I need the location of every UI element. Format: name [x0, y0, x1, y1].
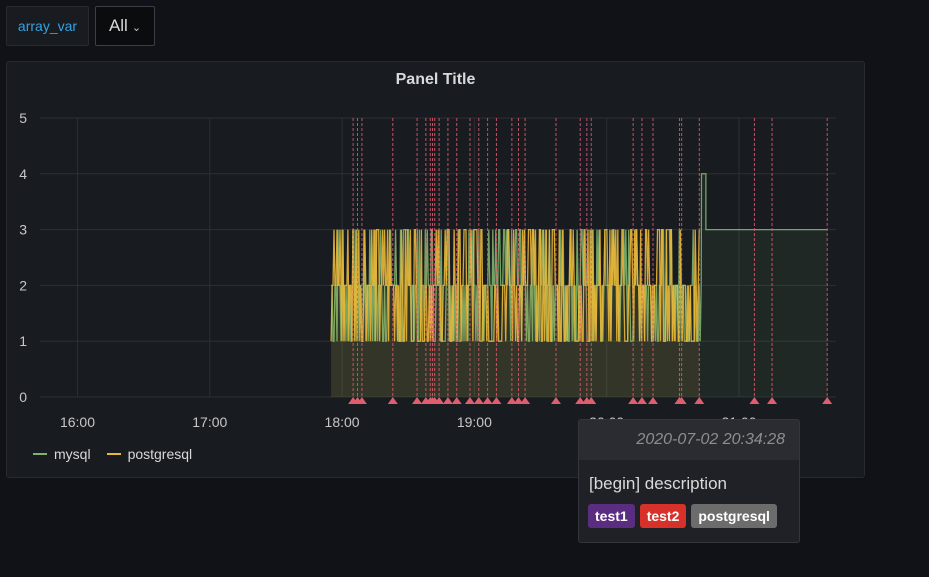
annotation-marker-icon[interactable]: [628, 397, 639, 404]
y-tick-label: 0: [19, 389, 27, 405]
x-tick-label: 19:00: [457, 414, 492, 430]
annotation-marker-icon[interactable]: [676, 397, 687, 404]
tooltip-tags: test1 test2 postgresql: [579, 494, 799, 528]
annotation-marker-icon[interactable]: [822, 397, 833, 404]
annotation-marker-icon[interactable]: [694, 397, 705, 404]
legend-label: postgresql: [127, 446, 193, 462]
variable-select-value: All: [108, 16, 128, 35]
y-tick-label: 4: [19, 166, 27, 182]
chevron-down-icon: ⌄: [131, 21, 142, 34]
annotation-marker-icon[interactable]: [749, 397, 760, 404]
y-tick-label: 3: [19, 222, 27, 238]
variable-select[interactable]: All ⌄: [95, 6, 155, 46]
tag-test2[interactable]: test2: [639, 504, 687, 528]
tooltip-description: [begin] description: [589, 474, 727, 493]
annotation-marker-icon[interactable]: [520, 397, 531, 404]
annotation-marker-icon[interactable]: [434, 397, 445, 404]
legend-item-postgresql[interactable]: postgresql: [106, 446, 193, 462]
legend-swatch: [106, 453, 121, 455]
legend-label: mysql: [54, 446, 91, 462]
series-area-mysql: [331, 173, 828, 397]
annotation-tooltip: 2020-07-02 20:34:28 [begin] description …: [578, 419, 800, 543]
annotation-marker-icon[interactable]: [575, 397, 586, 404]
y-tick-label: 1: [19, 333, 27, 349]
annotation-marker-icon[interactable]: [464, 397, 475, 404]
graph-panel: Panel Title 0 1 2 3 4 5 16:00 17:00 18:00 19:00 20…: [6, 61, 865, 478]
annotation-marker-icon[interactable]: [451, 397, 462, 404]
annotation-marker-icon[interactable]: [387, 397, 398, 404]
annotation-marker-icon[interactable]: [482, 397, 493, 404]
tag-test1[interactable]: test1: [588, 504, 635, 528]
annotation-marker-icon[interactable]: [550, 397, 561, 404]
y-tick-label: 2: [19, 277, 27, 293]
annotation-marker-icon[interactable]: [412, 397, 423, 404]
panel-title[interactable]: Panel Title: [395, 71, 476, 88]
variable-label: array_var: [6, 6, 89, 46]
legend-item-mysql[interactable]: mysql: [33, 446, 91, 462]
x-tick-label: 17:00: [192, 414, 227, 430]
tag-postgresql[interactable]: postgresql: [691, 504, 777, 528]
annotation-marker-icon[interactable]: [473, 397, 484, 404]
x-tick-label: 16:00: [60, 414, 95, 430]
legend-swatch: [33, 453, 47, 455]
annotation-marker-icon[interactable]: [506, 397, 517, 404]
annotation-marker-icon[interactable]: [636, 397, 647, 404]
annotation-marker-icon[interactable]: [442, 397, 453, 404]
annotation-marker-icon[interactable]: [356, 397, 367, 404]
annotation-marker-icon[interactable]: [647, 397, 658, 404]
annotation-marker-icon[interactable]: [513, 397, 524, 404]
y-tick-label: 5: [19, 110, 27, 126]
tooltip-time: 2020-07-02 20:34:28: [579, 420, 799, 460]
x-tick-label: 18:00: [325, 414, 360, 430]
annotation-marker-icon[interactable]: [491, 397, 502, 404]
annotation-marker-icon[interactable]: [586, 397, 597, 404]
chart-legend: mysql postgresql: [33, 446, 192, 462]
annotation-marker-icon[interactable]: [767, 397, 778, 404]
